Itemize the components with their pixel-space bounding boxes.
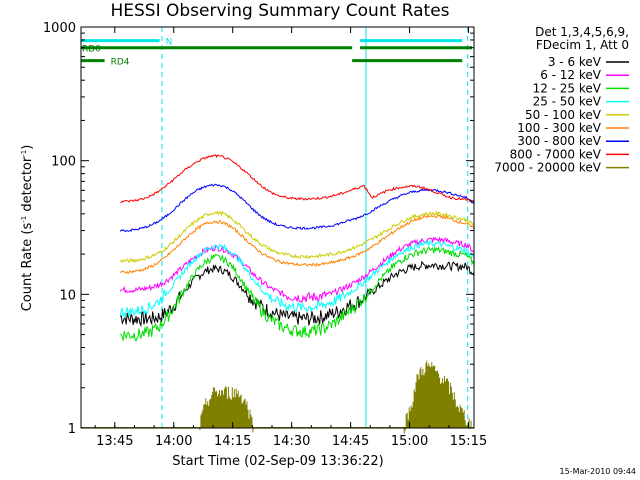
y-axis-label: Count Rate (s-1 detector-1) (20, 145, 35, 312)
plot-frame (80, 26, 475, 429)
footer-timestamp: 15-Mar-2010 09:44 (560, 467, 637, 476)
series-line-1 (119, 260, 475, 328)
legend-label-9: 7000 - 20000 keV (494, 161, 601, 175)
flag-rd4-label: RD4 (111, 58, 130, 68)
legend-label-7: 300 - 800 keV (517, 134, 601, 148)
x-tick-label-4: 14:30 (273, 434, 310, 449)
legend-header-line-1: Det 1,3,4,5,6,9, (535, 25, 629, 39)
legend-label-3: 12 - 25 keV (533, 81, 602, 95)
x-tick-label-5: 14:45 (332, 434, 369, 449)
flag-n-label: N (166, 38, 173, 48)
legend-label-4: 25 - 50 keV (533, 95, 602, 109)
legend-label-1: 3 - 6 keV (548, 55, 602, 69)
chart-title: HESSI Observing Summary Count Rates (110, 1, 449, 21)
legend-label-2: 6 - 12 keV (540, 68, 602, 82)
flag-rd0-label: RD0 (82, 45, 101, 55)
x-tick-label-1: 13:45 (96, 434, 133, 449)
legend-header-line-2: FDecim 1, Att 0 (536, 38, 629, 52)
series-line-3 (120, 246, 475, 342)
series-line-9 (81, 360, 474, 434)
x-tick-label-6: 15:00 (391, 434, 428, 449)
x-tick-label-3: 14:15 (214, 434, 251, 449)
x-tick-label-2: 14:00 (155, 434, 192, 449)
series-line-2 (119, 236, 475, 303)
y-tick-label-4: 1000 (43, 21, 76, 36)
y-tick-label-1: 1 (68, 422, 76, 437)
series-line-5 (119, 210, 474, 264)
series-line-7 (119, 183, 475, 233)
y-axis: 1 10 100 1000 (43, 21, 474, 437)
legend-label-5: 50 - 100 keV (525, 108, 602, 122)
legend: Det 1,3,4,5,6,9, FDecim 1, Att 0 3 - 6 k… (494, 25, 629, 175)
legend-label-8: 800 - 7000 keV (510, 147, 602, 161)
series-line-6 (119, 214, 475, 275)
series-line-8 (120, 154, 475, 204)
plot-area: RD0 RD4 N (80, 27, 475, 434)
series-line-4 (119, 239, 475, 319)
legend-label-6: 100 - 300 keV (517, 121, 601, 135)
x-axis-label: Start Time (02-Sep-09 13:36:22) (172, 454, 383, 469)
x-axis: 13:45 14:00 14:15 14:30 14:45 15:00 15:15 (94, 27, 487, 449)
y-tick-label-2: 10 (59, 288, 76, 303)
y-tick-label-3: 100 (51, 155, 76, 170)
x-tick-label-7: 15:15 (450, 434, 487, 449)
